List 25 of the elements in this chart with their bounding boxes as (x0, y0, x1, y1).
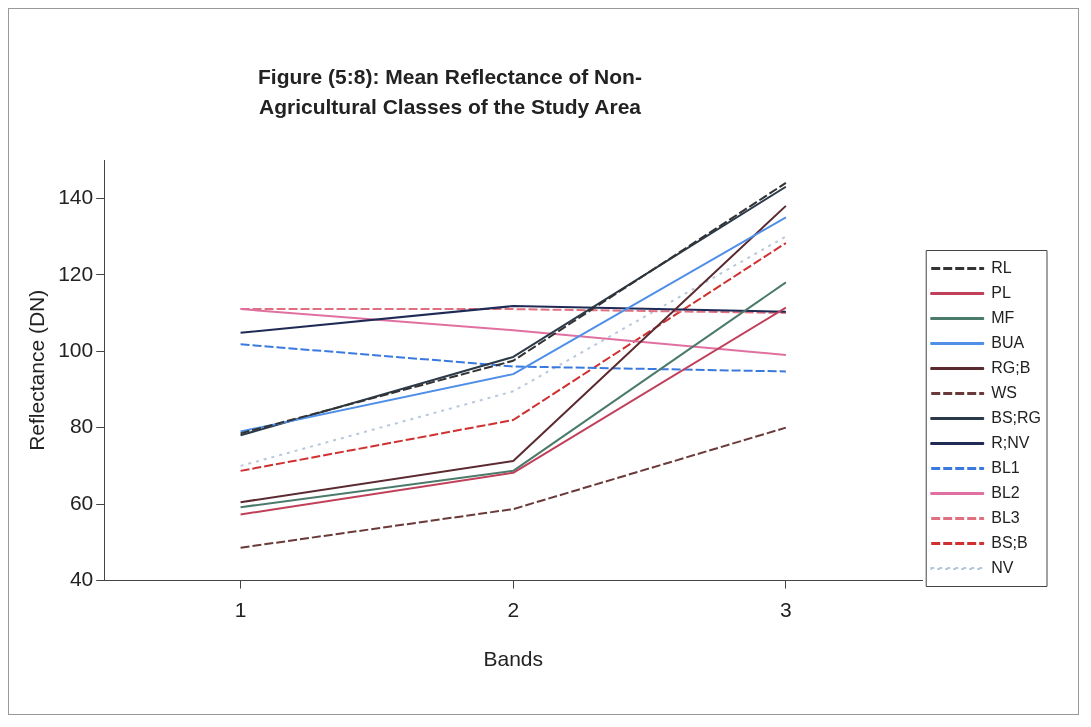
legend-label: BS;RG (991, 408, 1042, 426)
y-tick-label: 120 (58, 261, 94, 285)
legend-label: RL (991, 258, 1012, 276)
legend-label: BS;B (991, 533, 1028, 551)
legend-label: BL1 (991, 458, 1020, 476)
legend-label: NV (991, 558, 1014, 576)
x-tick-label: 2 (507, 598, 520, 621)
y-tick-label: 140 (58, 185, 94, 209)
y-axis-title: Reflectance (DN) (25, 289, 49, 451)
legend-label: BL3 (991, 508, 1020, 526)
legend-label: WS (991, 383, 1017, 401)
y-tick-label: 60 (69, 490, 94, 514)
y-tick-label: 100 (58, 337, 94, 361)
legend-label: PL (991, 283, 1011, 301)
y-tick-label: 80 (69, 414, 94, 438)
legend-label: BUA (991, 333, 1025, 351)
y-tick-label: 40 (69, 567, 94, 591)
chart-title: Figure (5:8): Mean Reflectance of Non-Agricultural Classes of the Study Area (257, 64, 643, 120)
x-axis-title: Bands (483, 647, 543, 671)
x-tick-label: 1 (234, 598, 247, 621)
legend-label: R;NV (991, 433, 1030, 451)
legend-label: RG;B (991, 358, 1031, 376)
x-tick-label: 3 (780, 598, 792, 621)
legend-label: MF (991, 308, 1015, 326)
legend-label: BL2 (991, 483, 1020, 501)
